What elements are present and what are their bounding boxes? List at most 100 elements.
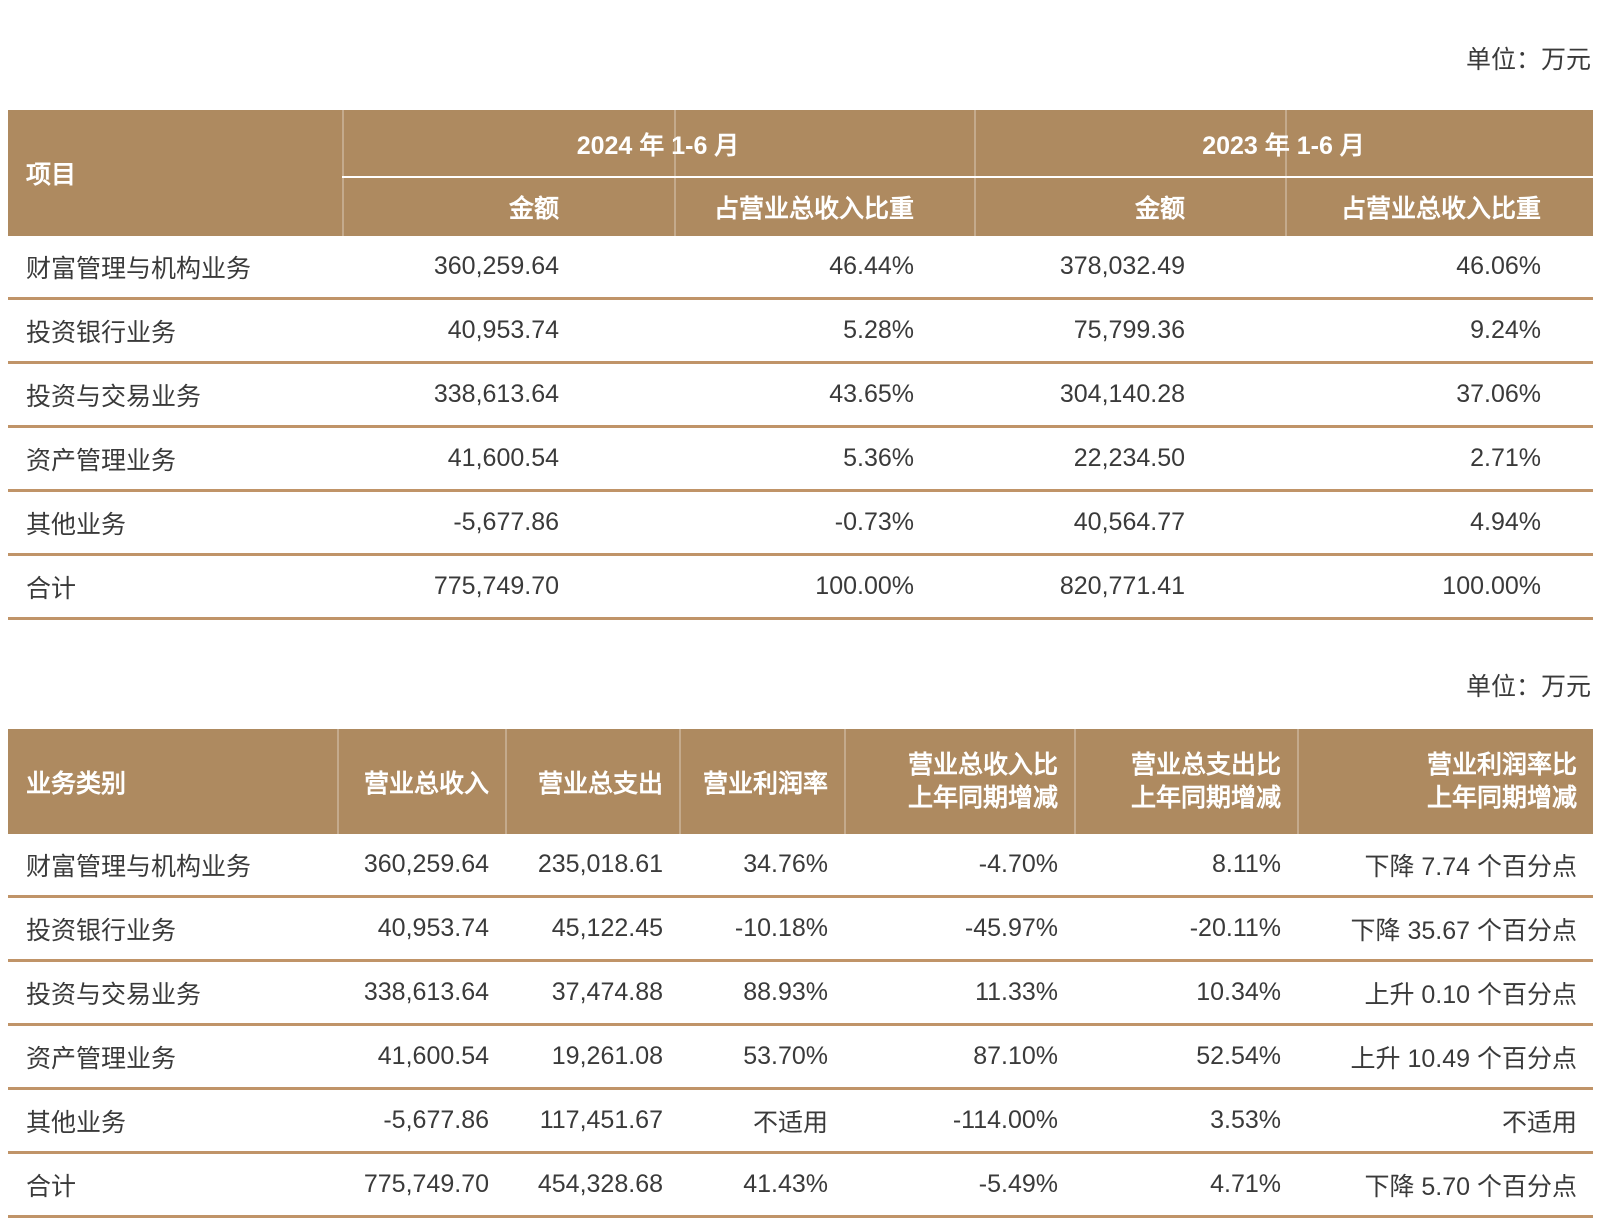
header-column-line xyxy=(1285,110,1287,236)
cell-share-2024: 43.65% xyxy=(829,380,914,408)
cell-expense: 117,451.67 xyxy=(539,1106,663,1134)
cell-share-2024: 5.28% xyxy=(843,316,914,344)
cell-revenue-change: -5.49% xyxy=(978,1170,1058,1198)
cell-share-2024: -0.73% xyxy=(834,508,914,536)
cell-share-2024: 100.00% xyxy=(815,572,914,600)
cell-item: 投资与交易业务 xyxy=(26,382,202,411)
table2-col-revenue: 营业总收入 xyxy=(363,769,489,798)
cell-share-2023: 4.94% xyxy=(1470,508,1541,536)
cell-expense-change: 4.71% xyxy=(1210,1170,1281,1198)
header-line-2: 上年同期增减 xyxy=(907,783,1058,812)
table-row: 资产管理业务 41,600.54 5.36% 22,234.50 2.71% xyxy=(8,428,1593,492)
cell-category: 投资银行业务 xyxy=(26,916,177,945)
table-row-total: 合计 775,749.70 454,328.68 41.43% -5.49% 4… xyxy=(8,1154,1593,1218)
cell-margin: 53.70% xyxy=(743,1042,828,1070)
cell-share-2023: 37.06% xyxy=(1456,380,1541,408)
cell-margin: 88.93% xyxy=(743,978,828,1006)
cell-margin-change: 上升 10.49 个百分点 xyxy=(1350,1044,1577,1073)
header-column-line xyxy=(974,110,976,236)
cell-margin: 41.43% xyxy=(743,1170,828,1198)
cell-amount-2024: 775,749.70 xyxy=(433,572,559,600)
table1-col-period-2023: 2023 年 1-6 月 xyxy=(1202,131,1365,160)
header-column-line xyxy=(1297,729,1299,834)
cell-margin-change: 下降 7.74 个百分点 xyxy=(1364,852,1577,881)
cell-amount-2024: -5,677.86 xyxy=(453,508,559,536)
cell-category: 投资与交易业务 xyxy=(26,980,202,1009)
cell-amount-2023: 75,799.36 xyxy=(1073,316,1185,344)
report-page: 单位：万元 项目 2024 年 1-6 月 2023 年 1-6 月 金额 占营… xyxy=(8,0,1593,1218)
table2-col-expense: 营业总支出 xyxy=(537,769,663,798)
cell-margin-change: 下降 35.67 个百分点 xyxy=(1350,916,1577,945)
cell-item: 其他业务 xyxy=(26,510,127,539)
cell-revenue: 360,259.64 xyxy=(363,850,489,878)
cell-expense: 45,122.45 xyxy=(551,914,663,942)
cell-expense-change: 3.53% xyxy=(1210,1106,1281,1134)
unit-label-table1: 单位：万元 xyxy=(1465,46,1591,74)
cell-category: 资产管理业务 xyxy=(26,1044,177,1073)
cell-share-2023: 100.00% xyxy=(1442,572,1541,600)
header-divider-line xyxy=(342,176,1593,178)
table2-col-margin-change: 营业利润率比 上年同期增减 xyxy=(1297,749,1593,815)
table1-col-item: 项目 xyxy=(26,161,77,189)
cell-category: 其他业务 xyxy=(26,1108,127,1137)
cell-revenue: 41,600.54 xyxy=(377,1042,489,1070)
table1-col-period-2024: 2024 年 1-6 月 xyxy=(576,131,740,160)
cell-margin: -10.18% xyxy=(734,914,828,942)
cell-amount-2023: 820,771.41 xyxy=(1059,572,1185,600)
table2-col-expense-change: 营业总支出比 上年同期增减 xyxy=(1074,749,1297,815)
cell-expense: 19,261.08 xyxy=(551,1042,663,1070)
cell-amount-2024: 40,953.74 xyxy=(447,316,559,344)
table1-col-share-2023: 占营业总收入比重 xyxy=(1340,194,1541,223)
table1-col-amount-2023: 金额 xyxy=(1134,194,1185,223)
cell-revenue-change: 11.33% xyxy=(975,978,1058,1006)
header-line-2: 上年同期增减 xyxy=(1130,783,1281,812)
table-row: 投资银行业务 40,953.74 45,122.45 -10.18% -45.9… xyxy=(8,898,1593,962)
table-row: 投资与交易业务 338,613.64 37,474.88 88.93% 11.3… xyxy=(8,962,1593,1026)
header-line-1: 营业总支出比 xyxy=(1130,750,1281,779)
table-row: 其他业务 -5,677.86 117,451.67 不适用 -114.00% 3… xyxy=(8,1090,1593,1154)
unit-label-table2: 单位：万元 xyxy=(1465,673,1591,701)
header-column-line xyxy=(679,729,681,834)
table-row: 资产管理业务 41,600.54 19,261.08 53.70% 87.10%… xyxy=(8,1026,1593,1090)
cell-amount-2023: 304,140.28 xyxy=(1059,380,1185,408)
table-row: 财富管理与机构业务 360,259.64 46.44% 378,032.49 4… xyxy=(8,236,1593,300)
table2-col-revenue-change: 营业总收入比 上年同期增减 xyxy=(844,749,1074,815)
cell-share-2024: 46.44% xyxy=(829,252,914,280)
cell-margin: 34.76% xyxy=(743,850,828,878)
header-line-2: 上年同期增减 xyxy=(1426,783,1577,812)
table-row: 投资与交易业务 338,613.64 43.65% 304,140.28 37.… xyxy=(8,364,1593,428)
cell-amount-2024: 41,600.54 xyxy=(447,444,559,472)
cell-expense-change: -20.11% xyxy=(1189,914,1281,942)
cell-margin: 不适用 xyxy=(752,1108,828,1137)
cell-expense-change: 10.34% xyxy=(1196,978,1281,1006)
cell-margin-change: 不适用 xyxy=(1501,1108,1577,1137)
cell-share-2024: 5.36% xyxy=(843,444,914,472)
cell-expense: 454,328.68 xyxy=(537,1170,663,1198)
cell-item: 财富管理与机构业务 xyxy=(26,254,252,283)
header-line-1: 营业利润率比 xyxy=(1426,750,1577,779)
cell-expense-change: 8.11% xyxy=(1211,850,1281,878)
cell-item: 合计 xyxy=(26,574,77,603)
header-column-line xyxy=(674,110,676,236)
header-column-line xyxy=(342,110,344,236)
table2-header: 业务类别 营业总收入 营业总支出 营业利润率 营业总收入比 上年同期增减 营业总… xyxy=(8,729,1593,834)
cell-expense: 37,474.88 xyxy=(551,978,663,1006)
header-column-line xyxy=(505,729,507,834)
cell-share-2023: 46.06% xyxy=(1456,252,1541,280)
cell-revenue: 775,749.70 xyxy=(363,1170,489,1198)
table1-col-amount-2024: 金额 xyxy=(508,194,559,223)
cell-revenue-change: 87.10% xyxy=(973,1042,1058,1070)
cell-expense: 235,018.61 xyxy=(537,850,663,878)
cell-revenue: 338,613.64 xyxy=(363,978,489,1006)
cell-margin-change: 上升 0.10 个百分点 xyxy=(1364,980,1577,1009)
table2-col-margin: 营业利润率 xyxy=(702,769,828,798)
cell-category: 财富管理与机构业务 xyxy=(26,852,252,881)
cell-amount-2023: 22,234.50 xyxy=(1073,444,1185,472)
cell-revenue: 40,953.74 xyxy=(377,914,489,942)
cell-revenue: -5,677.86 xyxy=(383,1106,489,1134)
cell-amount-2024: 360,259.64 xyxy=(433,252,559,280)
table-row: 投资银行业务 40,953.74 5.28% 75,799.36 9.24% xyxy=(8,300,1593,364)
header-column-line xyxy=(844,729,846,834)
cell-amount-2023: 40,564.77 xyxy=(1073,508,1185,536)
table1-col-share-2024: 占营业总收入比重 xyxy=(713,194,914,223)
